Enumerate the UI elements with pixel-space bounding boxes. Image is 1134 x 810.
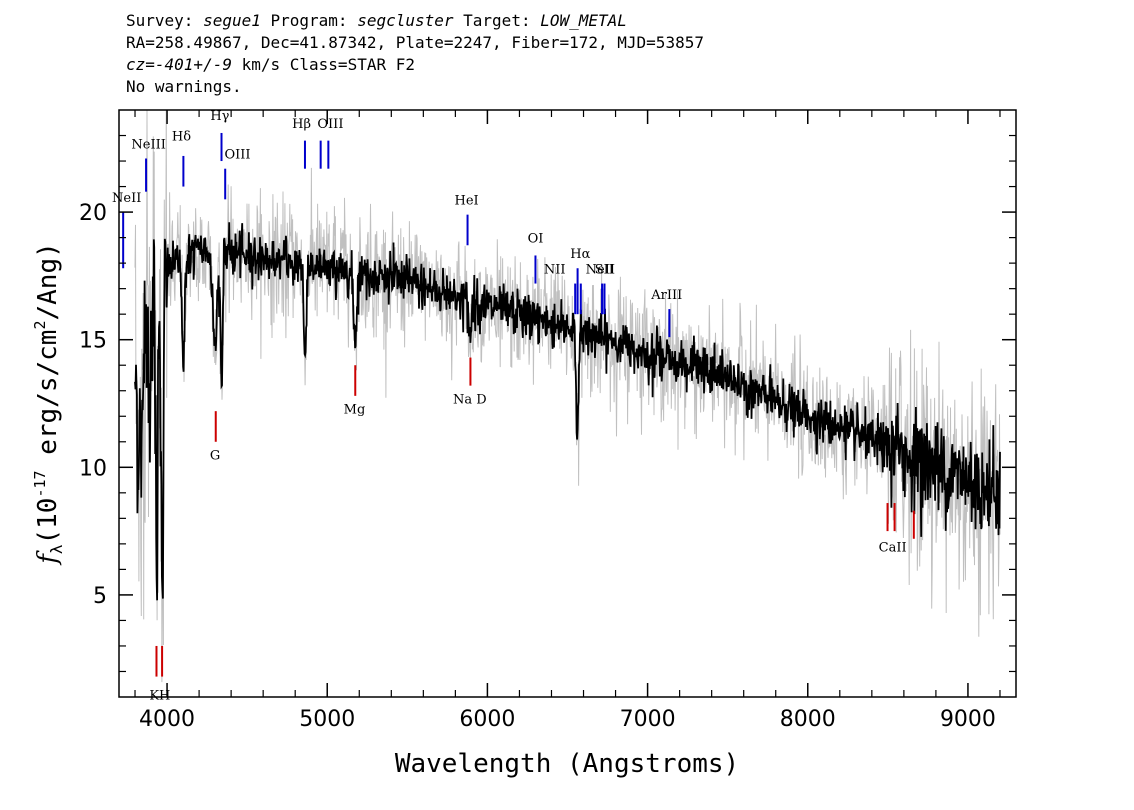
y-tick-label: 5 [93,584,107,609]
error-spectrum-line [134,110,1001,683]
cz-symbol: cz [126,55,146,74]
y-tick-label: 10 [79,456,107,481]
survey-label: Survey: [126,11,204,30]
class-text: km/s Class=STAR F2 [231,55,415,74]
header-line-warnings: No warnings. [126,77,242,96]
y-axis-units-end: /Ang) [33,242,63,320]
y-tick-label: 20 [79,201,107,226]
header-line-coords: RA=258.49867, Dec=41.87342, Plate=2247, … [126,33,704,52]
header-line-redshift: cz=-401+/-9 km/s Class=STAR F2 [126,54,704,76]
x-tick-label: 5000 [299,707,355,732]
x-tick-label: 7000 [620,707,676,732]
emission-line-label: OIII [317,117,343,132]
emission-line-label: Hγ [210,109,229,124]
emission-line-label: OI [528,232,544,247]
spectrum-header: Survey: segue1 Program: segcluster Targe… [126,10,704,98]
emission-line-label: NII [544,262,566,277]
y-axis-exponent-2: 2 [31,321,49,330]
absorption-line-label: CaII [879,541,907,556]
x-tick-label: 8000 [780,707,836,732]
header-line-survey: Survey: segue1 Program: segcluster Targe… [126,10,704,32]
y-axis-title: fλ(10-17 erg/s/cm2/Ang) [31,242,66,566]
x-axis-title: Wavelength (Angstroms) [395,749,739,779]
emission-line-label: ArIII [650,288,682,303]
absorption-line-label: Na D [453,393,487,408]
survey-value: segue1 [203,11,261,30]
emission-line-label: Hα [570,247,590,262]
x-tick-label: 4000 [139,707,195,732]
plot-frame [118,109,1017,698]
program-label: Program: [260,11,358,30]
y-axis-subscript: λ [47,544,66,554]
emission-line-label: HeI [455,193,479,208]
target-label: Target: [453,11,541,30]
y-axis-units: erg/s/cm [33,330,63,471]
y-tick-label: 15 [79,329,107,354]
program-value: segcluster [357,11,454,30]
x-tick-label: 6000 [459,707,515,732]
absorption-line-label: Mg [344,403,366,418]
y-axis-text: (10 [33,498,63,545]
cz-value: =-401+/-9 [145,55,232,74]
target-value: LOW_METAL [540,11,627,30]
absorption-line-label: KH [149,689,170,704]
emission-line-label: NeII [586,262,615,277]
emission-line-label: SII [595,262,614,277]
absorption-line-label: G [210,449,220,464]
emission-line-label: NeII [112,191,141,206]
x-tick-label: 9000 [940,707,996,732]
emission-line-label: OIII [224,147,250,162]
emission-line-label: NeIII [131,137,165,152]
flux-spectrum-line [134,222,1001,601]
emission-line-label: Hβ [292,117,311,132]
y-axis-exponent: -17 [31,470,49,497]
emission-line-label: Hδ [172,130,191,145]
